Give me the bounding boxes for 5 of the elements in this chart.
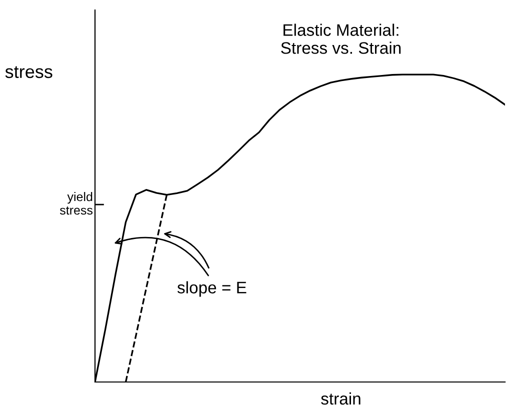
annotation: slope = E: [177, 281, 246, 297]
y-axis-title: stress: [5, 66, 52, 78]
chart-title: Elastic Material: Stress vs. Strain: [281, 24, 401, 54]
text: yield stress: [60, 192, 92, 215]
x-axis-title: strain: [321, 392, 360, 405]
